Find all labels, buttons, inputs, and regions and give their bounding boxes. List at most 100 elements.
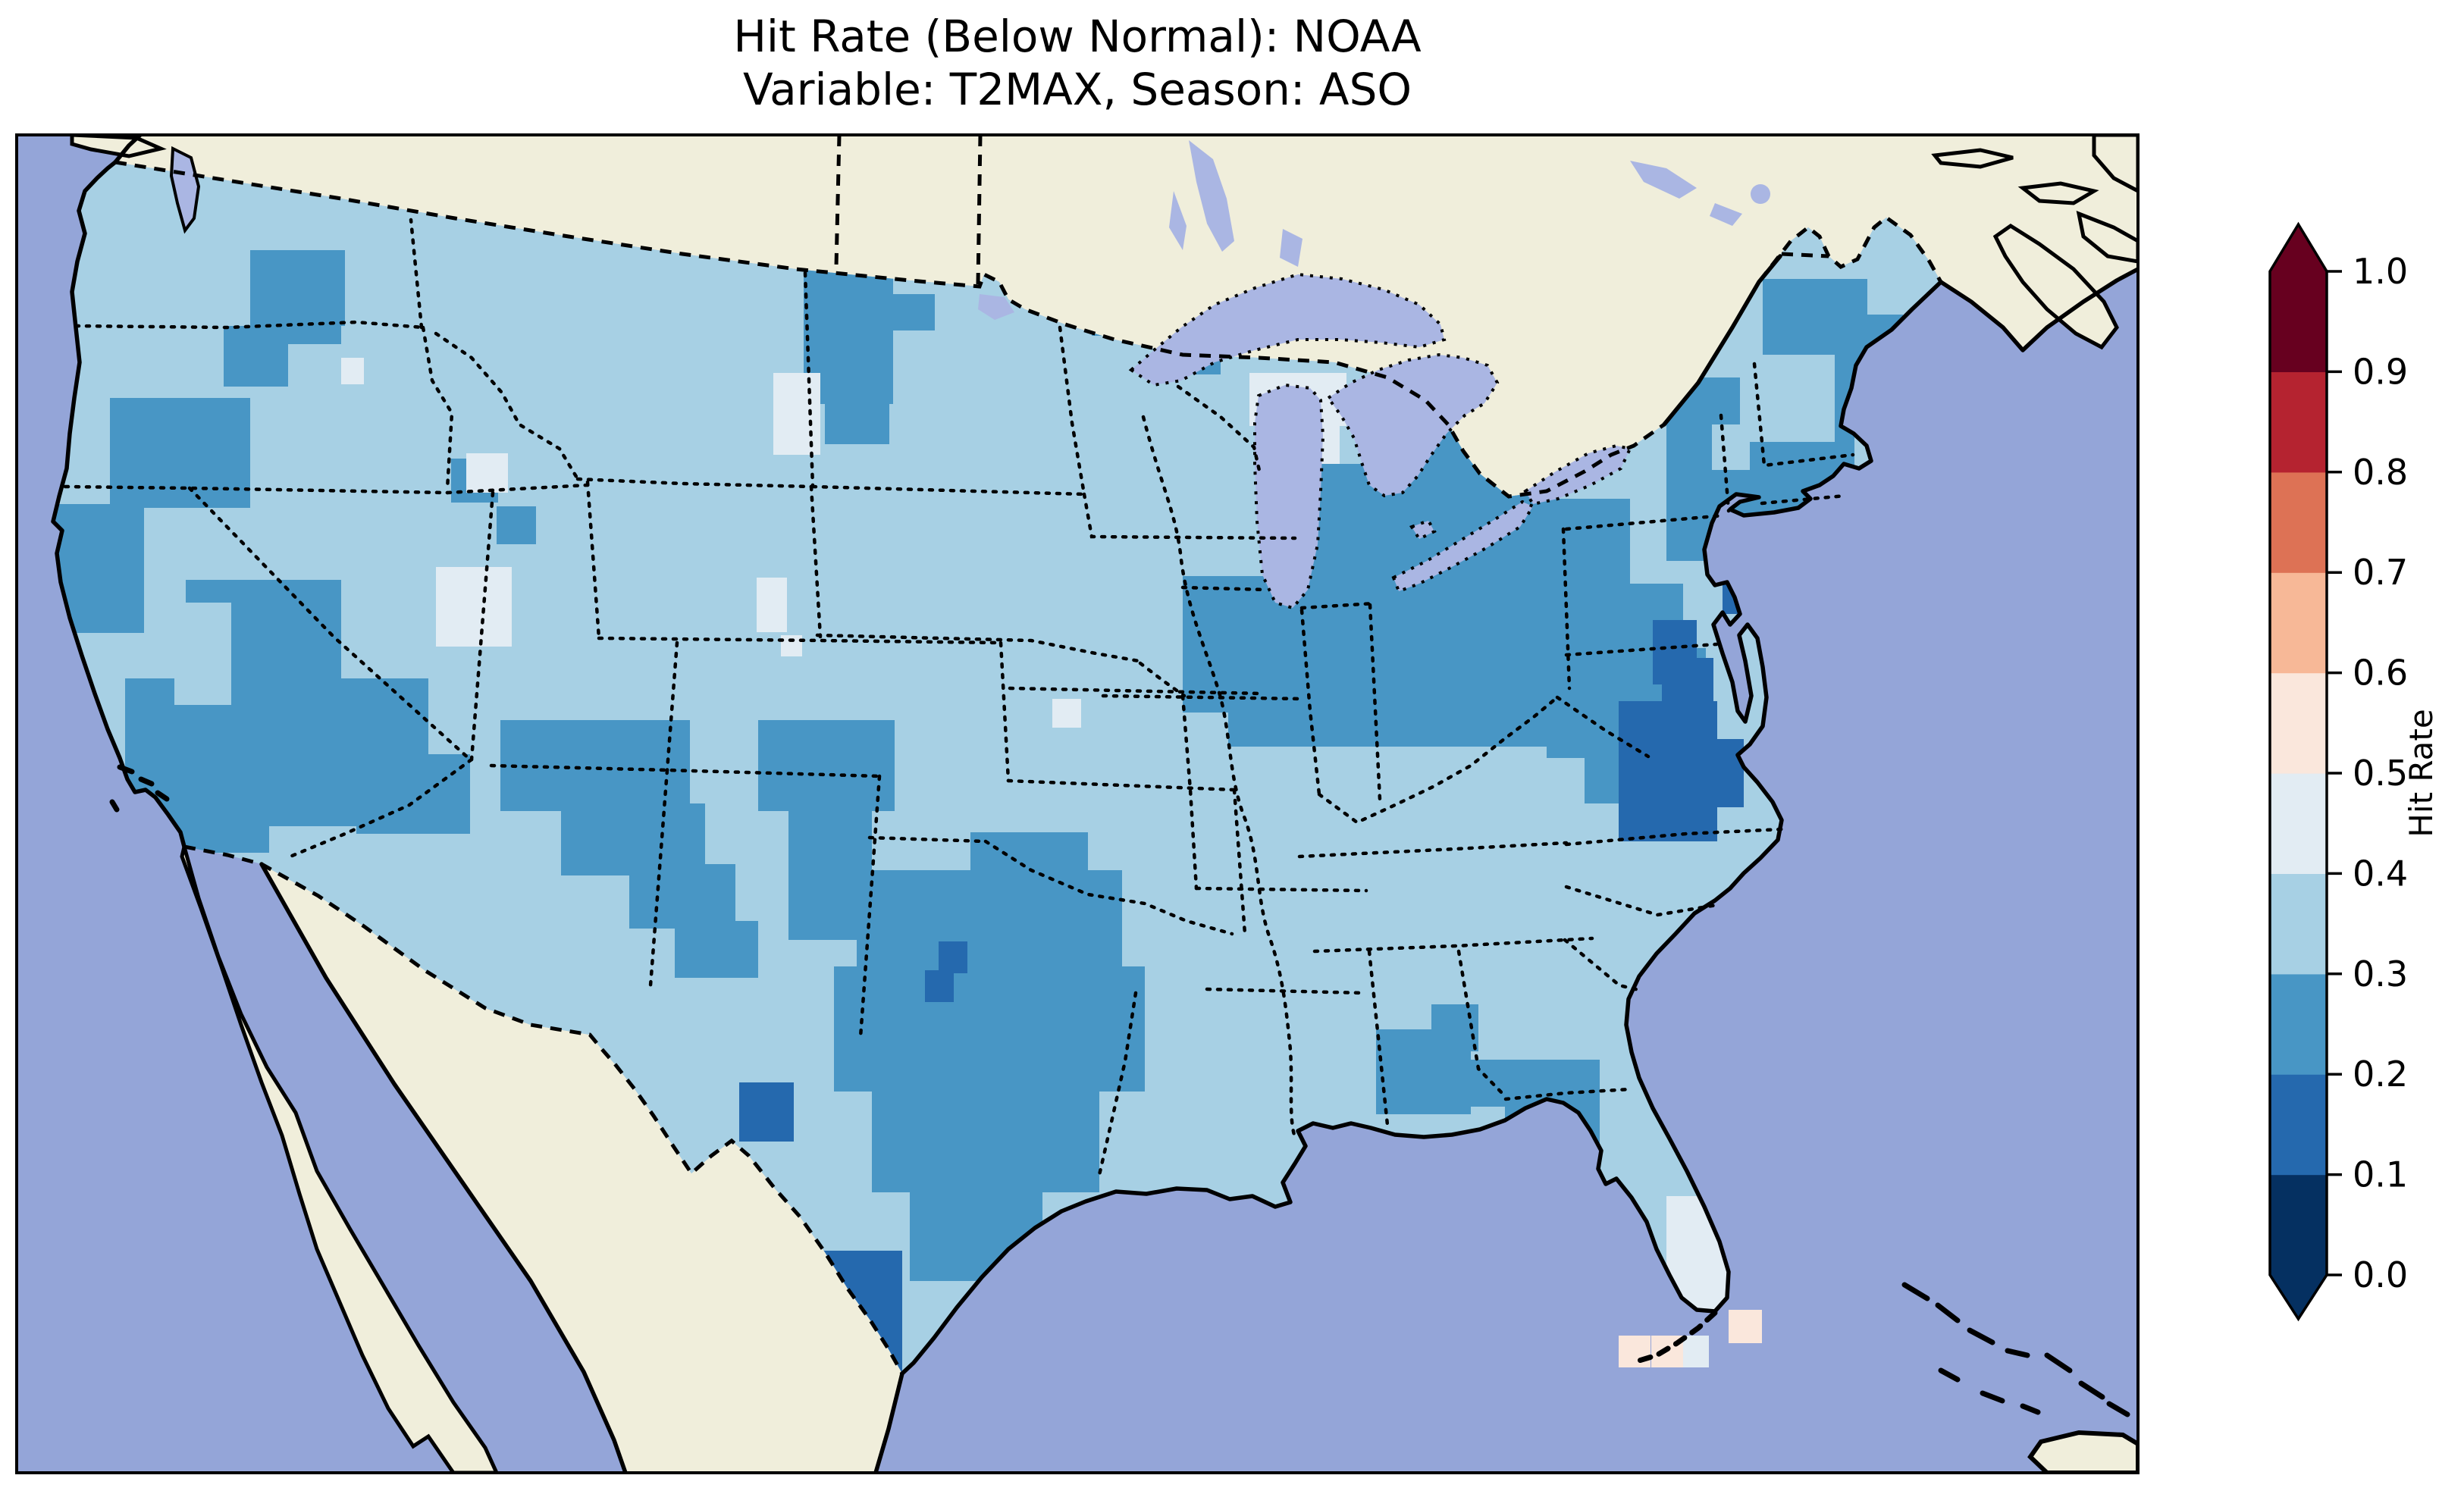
grid-cell xyxy=(781,635,802,656)
lake-nipigon xyxy=(1280,229,1303,267)
cuba xyxy=(2027,1430,2138,1473)
grid-cell xyxy=(436,567,512,647)
grid-cell xyxy=(561,803,705,875)
colorbar-segment xyxy=(2270,371,2327,473)
colorbar-tick-label: 0.8 xyxy=(2353,452,2408,493)
figure-title-line2: Variable: T2MAX, Season: ASO xyxy=(743,64,1412,115)
grid-cell xyxy=(500,720,690,811)
colorbar-tick-label: 0.4 xyxy=(2353,853,2408,894)
great-lakes xyxy=(1128,272,1632,610)
us-mexico-border xyxy=(183,844,904,1375)
canadian-lakes xyxy=(978,140,1770,320)
us-gulf-atlantic-coastline xyxy=(900,280,1943,1376)
grid-cell xyxy=(675,921,758,978)
grid-cell xyxy=(939,941,967,973)
figure-title-line1: Hit Rate (Below Normal): NOAA xyxy=(733,11,1422,62)
grid-cell xyxy=(110,398,250,508)
grid-cell xyxy=(739,1082,794,1142)
grid-cell xyxy=(1619,1336,1651,1367)
canada-atlantic-coastline xyxy=(1939,267,2138,352)
colorbar-axis-label: Hit Rate xyxy=(2403,709,2440,837)
lake-manitoba xyxy=(1169,191,1187,250)
colorbar-segment xyxy=(2270,973,2327,1075)
grid-cell xyxy=(893,294,935,330)
grid-cell xyxy=(758,720,895,811)
grid-cell xyxy=(1712,424,1750,470)
canada-lake-ne-1 xyxy=(1630,161,1697,199)
grid-cell xyxy=(872,1090,1099,1192)
colorbar-segment xyxy=(2270,471,2327,573)
mexico-pacific-coastline xyxy=(259,862,628,1473)
canada-bc-coastline xyxy=(113,135,143,164)
grid-cell xyxy=(1653,620,1697,684)
channel-islands xyxy=(109,764,170,813)
colorbar-tick-label: 0.1 xyxy=(2353,1154,2408,1195)
grid-cell xyxy=(825,400,889,444)
grid-cell xyxy=(1729,1310,1762,1343)
colorbar-tick-label: 0.0 xyxy=(2353,1254,2408,1295)
colorbar-segment xyxy=(2270,1174,2327,1276)
lake-winnipeg xyxy=(1189,140,1234,252)
grid-cell xyxy=(171,800,269,853)
grid-cell xyxy=(629,864,735,929)
grid-cell xyxy=(497,506,536,544)
colorbar: 1.0 0.9 0.8 0.7 0.6 0.5 0.4 0.3 0.2 0.1 0.0 xyxy=(2268,221,2408,1322)
grid-cell xyxy=(356,754,470,834)
prince-edward-island xyxy=(2017,181,2099,205)
puget-sound xyxy=(169,146,201,234)
colorbar-tick-label: 0.3 xyxy=(2353,954,2408,994)
mexico-gulf-coastline xyxy=(873,1371,904,1473)
canada-lake-ne-3 xyxy=(1751,184,1770,204)
grid-cell xyxy=(1183,576,1281,713)
lake-erie xyxy=(1391,500,1535,594)
anticosti-island xyxy=(1931,148,2014,169)
lake-of-the-woods xyxy=(978,294,1014,320)
lake-michigan xyxy=(1253,383,1325,610)
grid-cell xyxy=(857,870,1122,969)
colorbar-tick-label: 0.5 xyxy=(2353,753,2408,794)
colorbar-segment xyxy=(2270,873,2327,975)
us-west-coastline xyxy=(51,160,187,849)
colorbar-tick-label: 0.6 xyxy=(2353,653,2408,694)
florida-keys xyxy=(1636,1310,1718,1364)
grid-cell xyxy=(757,578,787,632)
colorbar-tick-label: 0.7 xyxy=(2353,552,2408,593)
grid-cell xyxy=(466,453,508,493)
bahamas-islands xyxy=(1901,1282,2130,1417)
colorbar-tick-label: 0.9 xyxy=(2353,351,2408,392)
us-canada-border xyxy=(114,160,1943,499)
colorbar-segment xyxy=(2270,672,2327,774)
colorbar-over-arrow xyxy=(2270,224,2327,271)
grid-cell xyxy=(1740,355,1835,442)
canada-lake-ne-2 xyxy=(1710,203,1742,226)
colorbar-under-arrow xyxy=(2270,1275,2327,1319)
baja-california xyxy=(180,846,499,1473)
nova-scotia xyxy=(1992,223,2119,350)
grid-cell xyxy=(341,358,364,384)
grid-cell xyxy=(970,832,1088,874)
canada-province-borders xyxy=(834,135,1829,285)
grid-cell xyxy=(1462,1060,1509,1107)
map-frame xyxy=(15,133,2140,1474)
grid-cell xyxy=(1691,739,1744,807)
grid-cell xyxy=(773,373,820,455)
newfoundland-corner xyxy=(2092,135,2138,193)
state-borders xyxy=(63,218,1855,1177)
colorbar-segment xyxy=(2270,773,2327,874)
grid-cell xyxy=(925,970,954,1002)
colorbar-tick-label: 0.2 xyxy=(2353,1054,2408,1095)
mexico-landmass xyxy=(262,864,902,1473)
colorbar-tick-label: 1.0 xyxy=(2353,251,2408,292)
map-axes xyxy=(17,135,2138,1473)
colorbar-segment xyxy=(2270,271,2327,372)
grid-cell xyxy=(1052,699,1081,728)
grid-cell xyxy=(174,603,231,705)
colorbar-segment xyxy=(2270,1074,2327,1176)
lake-huron xyxy=(1326,352,1500,498)
colorbar-segment xyxy=(2270,572,2327,674)
grid-cell xyxy=(1060,984,1124,1069)
grid-cell xyxy=(269,297,341,344)
lake-st-clair xyxy=(1409,518,1437,541)
